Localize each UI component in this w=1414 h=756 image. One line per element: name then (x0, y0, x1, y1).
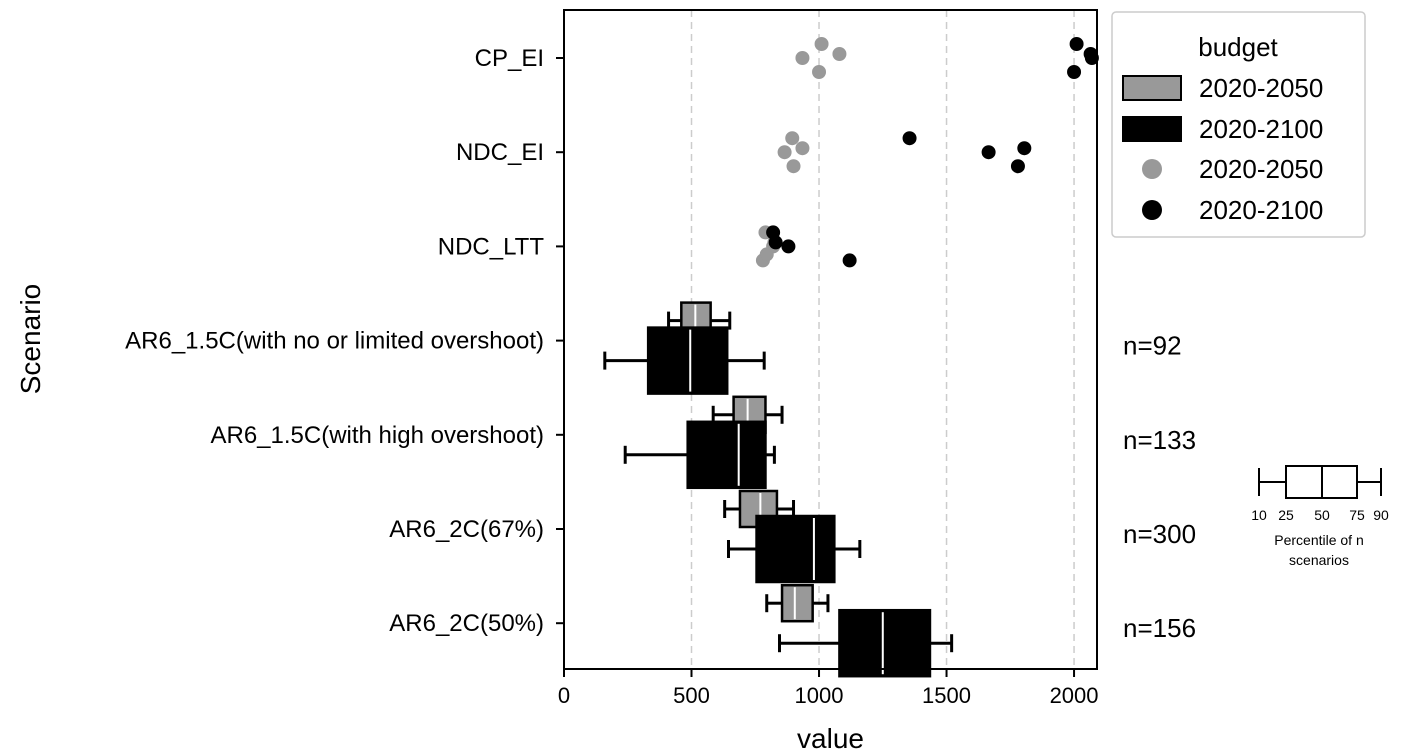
legend-label-1: 2020-2100 (1199, 114, 1323, 144)
point-ndc-ei-2020-2050-0 (785, 131, 800, 146)
key-caption-line-0: Percentile of n (1274, 532, 1364, 548)
legend-entry-1: 2020-2100 (1122, 114, 1323, 144)
y-axis-title: Scenario (15, 284, 46, 395)
legend-label-2: 2020-2050 (1199, 154, 1323, 184)
box-ar6-2c-50-2020-2100-body (838, 608, 932, 678)
box-ar6-2c-67-2020-2100 (726, 514, 862, 584)
point-ndc-ei-2020-2050-1 (777, 145, 792, 160)
n-label-ar6-2c-50: n=156 (1123, 613, 1196, 643)
point-ndc-ei-2020-2100-0 (902, 131, 917, 146)
x-axis-title: value (797, 723, 864, 754)
y-tick-label-ar6-1-5c-with-high-overshoot: AR6_1.5C(with high overshoot) (210, 422, 544, 449)
point-cp-ei-2020-2050-2 (812, 65, 827, 79)
n-label-ar6-2c-67: n=300 (1123, 519, 1196, 549)
point-cp-ei-2020-2050-3 (832, 47, 847, 61)
point-ndc-ei-2020-2100-3 (1017, 141, 1032, 156)
point-ndc-ltt-2020-2050-4 (759, 247, 774, 262)
box-ar6-1-5c-with-high-overshoot-2020-2100-body (686, 420, 767, 490)
y-tick-label-ar6-1-5c-with-no-or-limited-overshoot: AR6_1.5C(with no or limited overshoot) (125, 328, 544, 355)
legend-entry-0: 2020-2050 (1122, 73, 1323, 103)
box-ar6-2c-50-2020-2050-body (780, 583, 814, 623)
plot-frame (563, 9, 1098, 670)
y-tick-label-ndc-ltt: NDC_LTT (438, 233, 545, 260)
point-cp-ei-2020-2100-3 (1083, 47, 1098, 61)
key-tick-label-25: 25 (1278, 507, 1294, 523)
point-ndc-ltt-2020-2100-2 (842, 253, 857, 268)
key-tick-label-50: 50 (1314, 507, 1330, 523)
point-ndc-ei-2020-2100-2 (1010, 159, 1025, 174)
key-tick-label-10: 10 (1251, 507, 1267, 523)
box-ar6-2c-50-2020-2100 (777, 608, 954, 678)
n-label-ar6-1-5c-with-high-overshoot: n=133 (1123, 425, 1196, 455)
key-caption-line-1: scenarios (1289, 552, 1349, 568)
key-tick-label-75: 75 (1349, 507, 1365, 523)
y-tick-label-ar6-2c-67: AR6_2C(67%) (389, 516, 544, 543)
point-ndc-ei-2020-2050-3 (795, 141, 810, 156)
legend-swatch-point-3 (1142, 200, 1162, 220)
key-tick-label-90: 90 (1373, 507, 1389, 523)
legend: budget 2020-2050 2020-2100 2020-2050 2020-21… (1111, 11, 1366, 238)
n-label-ar6-1-5c-with-no-or-limited-overshoot: n=92 (1123, 331, 1182, 361)
point-ndc-ei-2020-2050-2 (786, 159, 801, 174)
box-ar6-1-5c-with-no-or-limited-overshoot-2020-2100 (603, 326, 766, 395)
y-tick-label-ar6-2c-50: AR6_2C(50%) (389, 610, 544, 637)
point-cp-ei-2020-2100-0 (1069, 37, 1084, 51)
legend-swatch-box-1 (1122, 116, 1182, 142)
legend-label-0: 2020-2050 (1199, 73, 1323, 103)
box-ar6-2c-50-2020-2050 (765, 583, 830, 623)
box-ar6-1-5c-with-high-overshoot-2020-2100 (623, 420, 776, 490)
n-labels: n=92 n=133 n=300 n=156 (1123, 331, 1196, 644)
point-cp-ei-2020-2050-0 (814, 37, 829, 51)
box-ar6-1-5c-with-no-or-limited-overshoot-2020-2100-body (646, 326, 729, 395)
y-tick-label-cp-ei: CP_EI (475, 45, 544, 72)
x-tick-label-2000: 2000 (1050, 683, 1099, 708)
x-tick-label-0: 0 (558, 683, 570, 708)
point-cp-ei-2020-2100-2 (1067, 65, 1082, 79)
point-ndc-ei-2020-2100-1 (981, 145, 996, 160)
point-ndc-ltt-2020-2100-3 (768, 235, 783, 250)
y-tick-label-ndc-ei: NDC_EI (456, 139, 544, 166)
legend-frame (1111, 11, 1366, 238)
legend-swatch-point-2 (1142, 159, 1162, 179)
x-tick-label-1500: 1500 (922, 683, 971, 708)
legend-swatch-box-0 (1122, 75, 1182, 101)
grid-lines (690, 10, 1075, 669)
point-cp-ei-2020-2050-1 (795, 51, 810, 65)
percentile-key: 10 25 50 75 90 Percentile of n scenarios (1251, 465, 1389, 568)
legend-entry-3: 2020-2100 (1142, 195, 1323, 225)
y-axis: CP_EI NDC_EI NDC_LTT AR6_1.5C(with no or li… (125, 45, 564, 637)
legend-entry-2: 2020-2050 (1142, 154, 1323, 184)
box-ar6-2c-67-2020-2100-body (755, 514, 836, 584)
legend-title: budget (1198, 32, 1278, 62)
x-tick-label-1000: 1000 (795, 683, 844, 708)
x-axis: 0 500 1000 1500 2000 (558, 669, 1099, 708)
x-tick-label-500: 500 (673, 683, 710, 708)
point-ndc-ltt-2020-2100-1 (781, 239, 796, 254)
chart-marks (603, 37, 1099, 678)
legend-label-3: 2020-2100 (1199, 195, 1323, 225)
